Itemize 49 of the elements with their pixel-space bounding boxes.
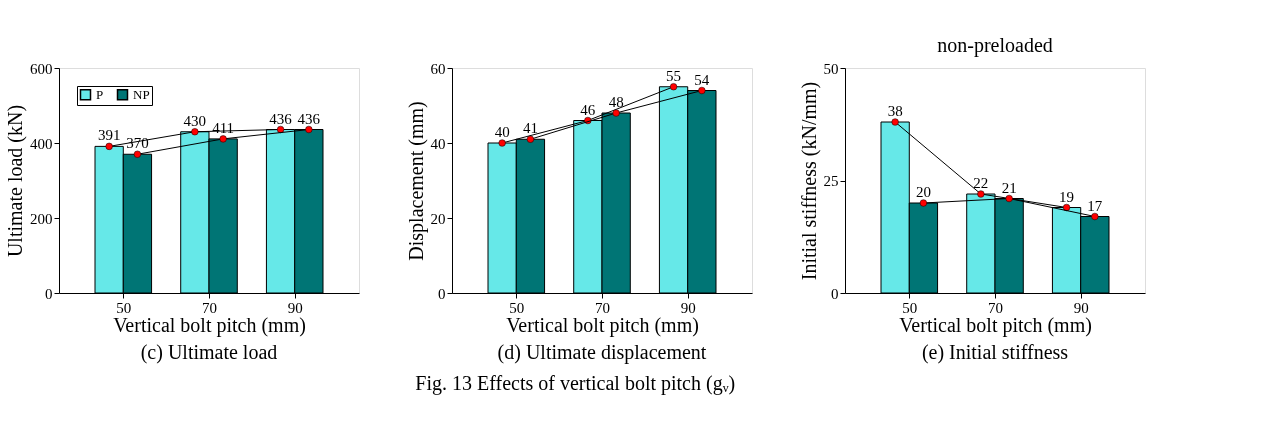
x-tick-label: 70 — [595, 299, 610, 316]
data-label: 22 — [973, 175, 989, 191]
data-label: 17 — [1087, 197, 1103, 214]
x-tick-label: 70 — [202, 299, 217, 316]
y-tick-label: 60 — [430, 60, 446, 77]
y-tick-label: 0 — [438, 285, 446, 302]
y-tick-label: 600 — [30, 60, 53, 77]
x-tick-label: 50 — [116, 299, 132, 316]
text: (d) Ultimate displacement — [497, 341, 707, 364]
x-tick-label: 70 — [988, 299, 1003, 316]
data-label: 54 — [694, 71, 710, 88]
x-tick-label: 50 — [509, 299, 525, 316]
data-label: 436 — [269, 110, 293, 127]
text: non-preloaded — [937, 34, 1053, 57]
data-label: 41 — [522, 120, 538, 137]
x-tick-label: 90 — [1073, 299, 1089, 316]
x-tick-label: 90 — [287, 299, 303, 316]
x-axis-title: Vertical bolt pitch (mm) — [506, 313, 699, 337]
caption: Fig. 13 Effects of vertical bolt pitch (gᵥ) — [415, 371, 736, 395]
y-tick-label: 400 — [30, 135, 53, 152]
text: (c) Ultimate load — [140, 341, 278, 364]
y-tick-label: 20 — [430, 210, 446, 227]
data-label: 21 — [1001, 179, 1017, 196]
y-axis-title: Ultimate load (kN) — [4, 104, 27, 258]
y-tick-label: 50 — [823, 60, 839, 77]
y-axis-title: Displacement (mm) — [404, 101, 428, 261]
x-tick-label: 90 — [680, 299, 696, 316]
data-label: 55 — [666, 67, 682, 84]
x-axis-title: Vertical bolt pitch (mm) — [899, 313, 1092, 337]
x-axis-title: Vertical bolt pitch (mm) — [113, 313, 306, 337]
data-label: 430 — [183, 112, 207, 129]
y-axis-title: Initial stiffness (kN/mm) — [797, 81, 821, 281]
y-tick-label: 0 — [45, 285, 53, 302]
y-tick-label: 0 — [831, 285, 839, 302]
data-label: 391 — [97, 127, 121, 144]
y-tick-label: 25 — [823, 173, 839, 189]
y-tick-label: 40 — [430, 135, 446, 152]
data-label: 436 — [297, 110, 321, 127]
data-label: 19 — [1059, 188, 1075, 205]
text: (e) Initial stiffness — [921, 341, 1069, 364]
x-tick-label: 50 — [902, 299, 918, 316]
data-label: 20 — [915, 184, 931, 200]
data-label: 38 — [887, 103, 903, 119]
data-label: 48 — [608, 94, 624, 110]
data-label: 40 — [494, 124, 510, 140]
data-label: 46 — [580, 101, 596, 118]
legend-label: P — [96, 86, 104, 102]
legend-label: NP — [133, 86, 150, 102]
y-tick-label: 200 — [30, 210, 53, 227]
